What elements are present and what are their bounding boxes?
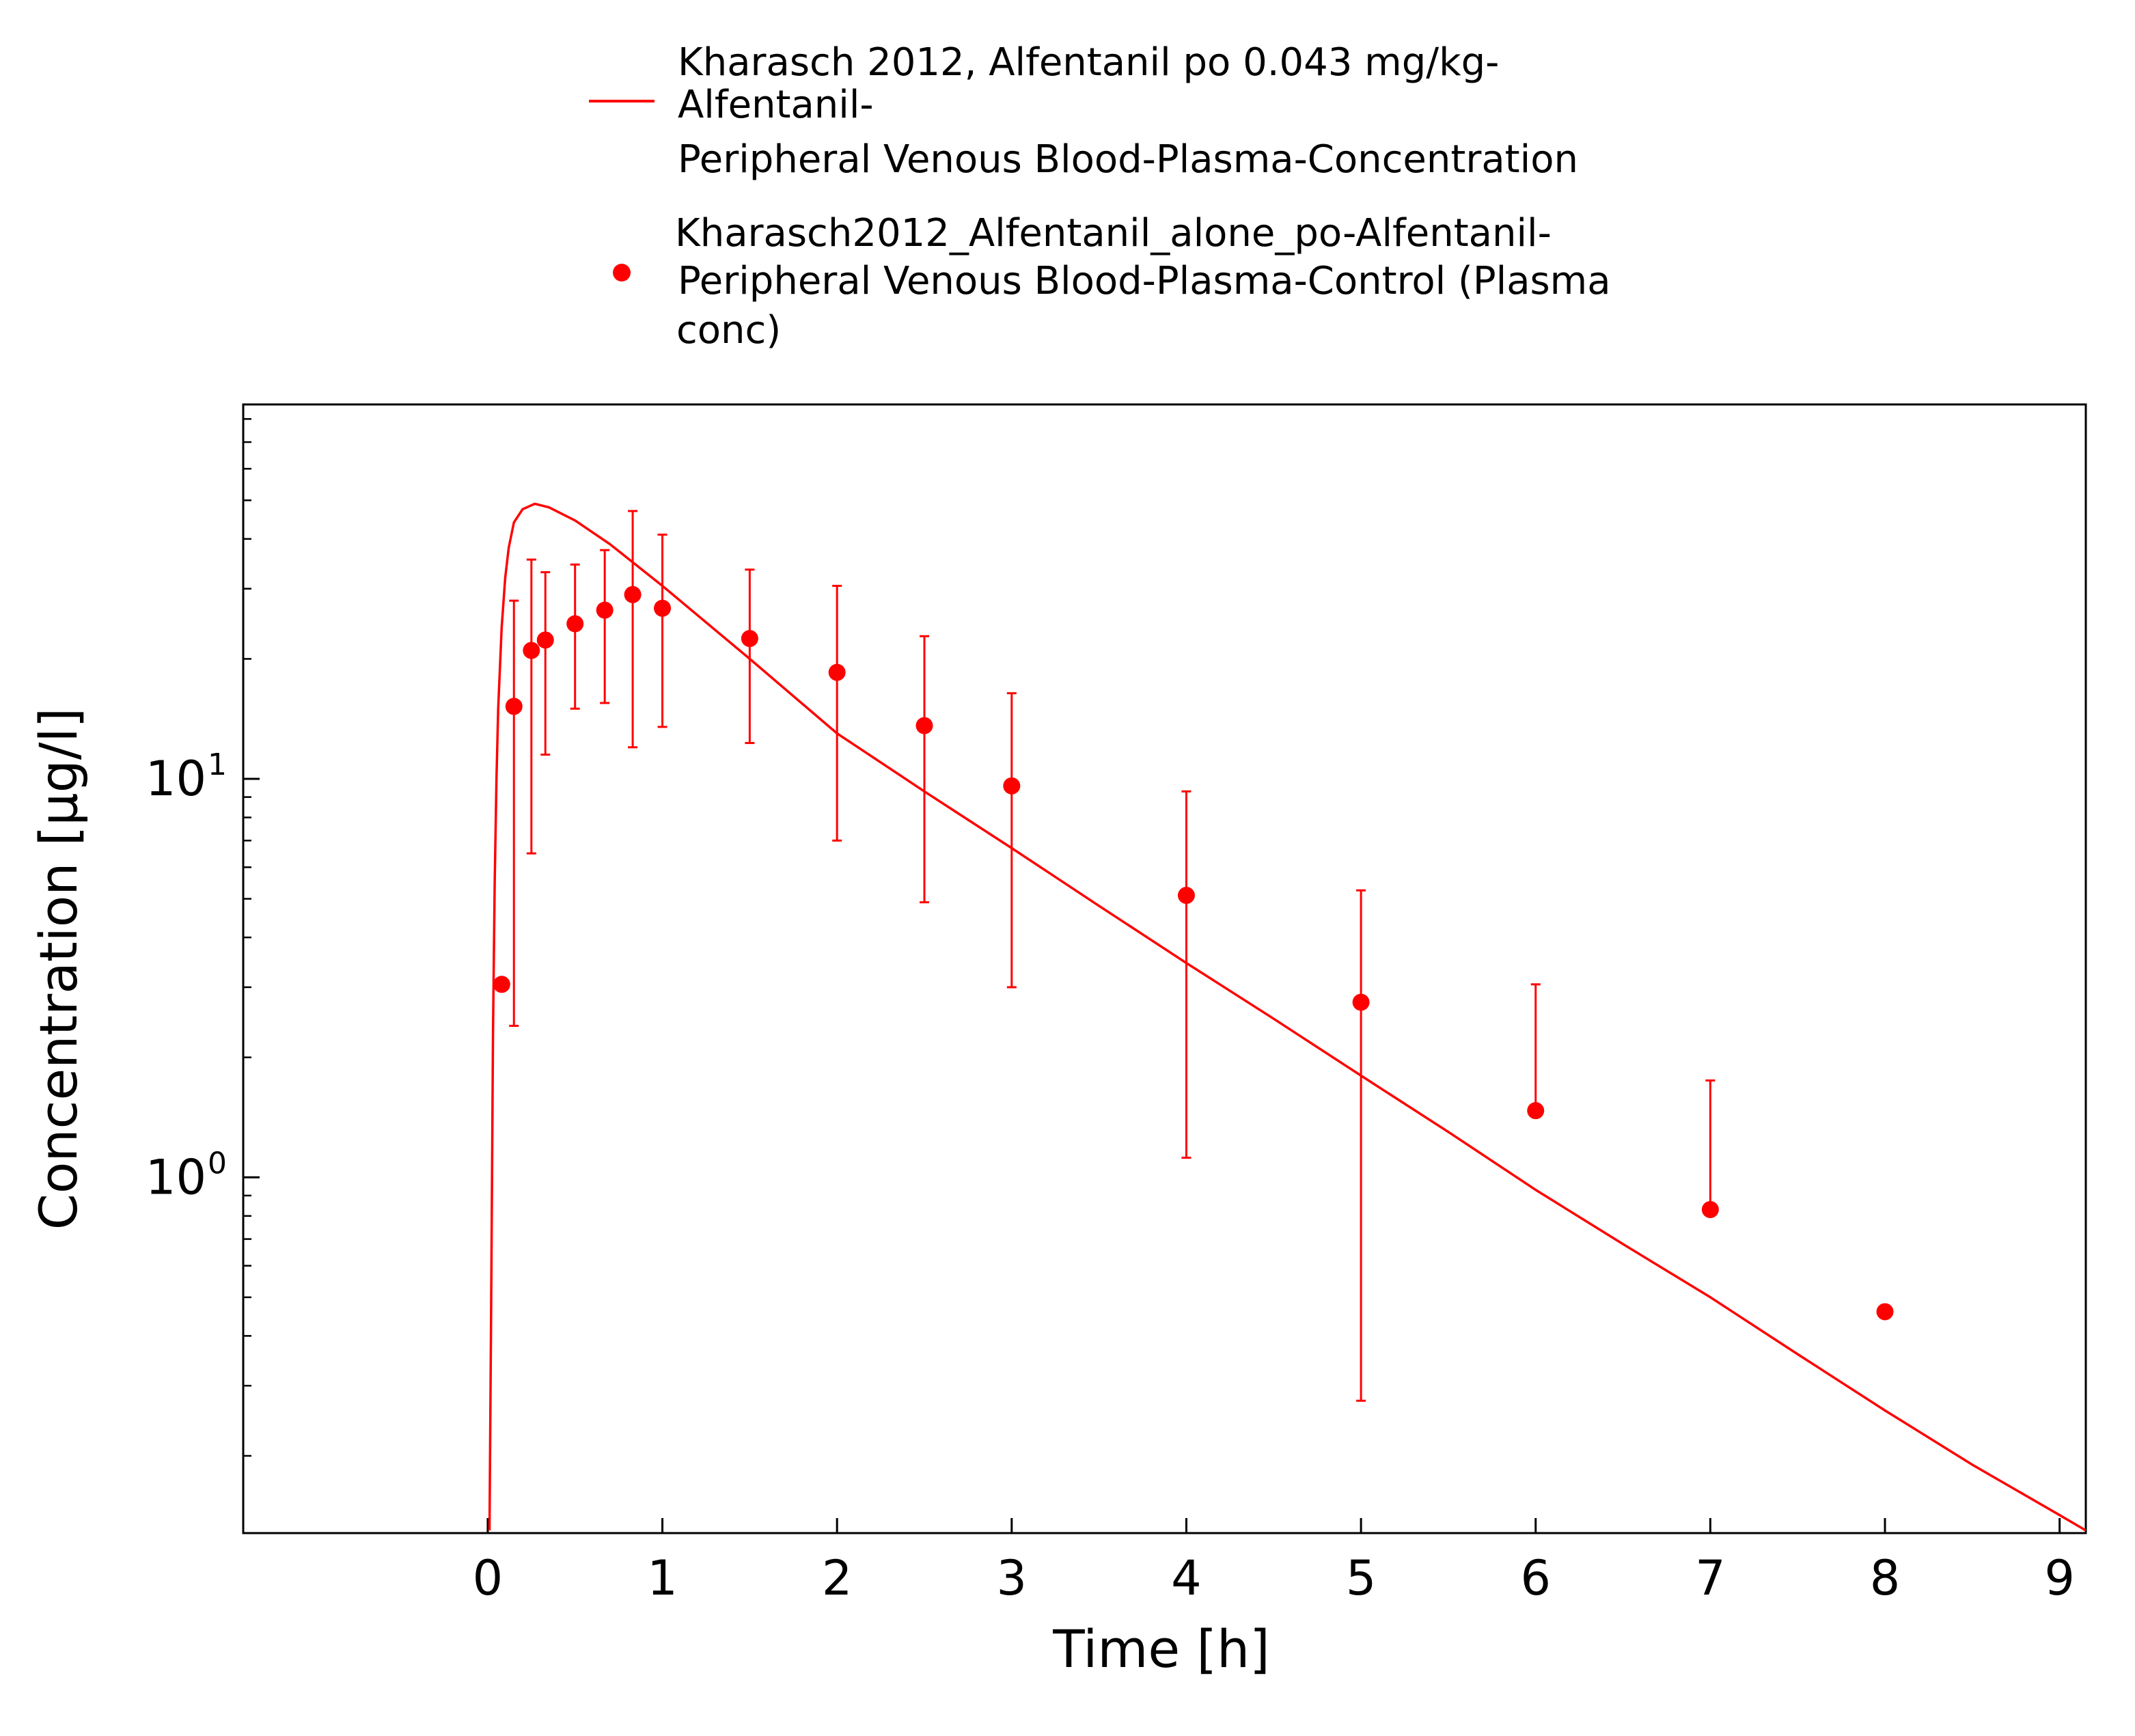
data-point-15 bbox=[1701, 1200, 1719, 1218]
x-tick-label-8: 8 bbox=[1870, 1550, 1901, 1606]
x-axis: 0 1 2 3 4 5 6 7 8 9 bbox=[473, 1518, 2075, 1606]
x-tick-label-0: 0 bbox=[473, 1550, 504, 1606]
data-point-11 bbox=[1003, 777, 1021, 795]
data-point-3 bbox=[536, 631, 554, 649]
legend-line-label-2: Alfentanil- bbox=[678, 83, 874, 127]
data-point-13 bbox=[1352, 993, 1370, 1011]
y-tick-label-1: 10 bbox=[146, 751, 206, 807]
x-tick-label-7: 7 bbox=[1695, 1550, 1726, 1606]
data-point-14 bbox=[1527, 1102, 1545, 1120]
legend-marker-label-3: conc) bbox=[676, 308, 781, 353]
legend-line-label-1: Kharasch 2012, Alfentanil po 0.043 mg/kg… bbox=[678, 40, 1499, 85]
y-tick-exponent-0: 0 bbox=[208, 1146, 227, 1181]
data-point-6 bbox=[624, 585, 642, 603]
data-point-1 bbox=[505, 698, 523, 715]
data-point-0 bbox=[493, 976, 510, 993]
x-axis-label: Time [h] bbox=[1052, 1618, 1270, 1679]
x-tick-label-2: 2 bbox=[822, 1550, 853, 1606]
legend: Kharasch 2012, Alfentanil po 0.043 mg/kg… bbox=[589, 40, 1611, 353]
x-tick-label-1: 1 bbox=[647, 1550, 678, 1606]
x-tick-label-4: 4 bbox=[1171, 1550, 1202, 1606]
y-axis-label: Concentration [µg/l] bbox=[28, 708, 89, 1230]
x-tick-label-6: 6 bbox=[1520, 1550, 1551, 1606]
plot-area-frame bbox=[242, 403, 2087, 1534]
legend-line-label-3: Peripheral Venous Blood-Plasma-Concentra… bbox=[678, 137, 1578, 182]
legend-marker-label-2: Peripheral Venous Blood-Plasma-Control (… bbox=[678, 259, 1611, 303]
legend-marker-swatch bbox=[613, 264, 631, 281]
data-point-7 bbox=[654, 599, 672, 617]
series-line-simulation bbox=[488, 502, 2086, 1532]
legend-marker-label-1: Kharasch2012_Alfentanil_alone_po-Alfenta… bbox=[675, 211, 1552, 256]
x-tick-label-5: 5 bbox=[1346, 1550, 1377, 1606]
data-point-9 bbox=[828, 663, 846, 681]
y-tick-exponent-1: 1 bbox=[208, 747, 227, 782]
data-point-16 bbox=[1876, 1303, 1894, 1321]
data-point-8 bbox=[741, 630, 758, 648]
data-point-4 bbox=[566, 615, 584, 633]
x-tick-label-3: 3 bbox=[997, 1550, 1028, 1606]
x-tick-label-9: 9 bbox=[2044, 1550, 2075, 1606]
data-point-12 bbox=[1177, 887, 1195, 905]
series-layer bbox=[488, 502, 2086, 1532]
data-point-2 bbox=[523, 642, 540, 659]
data-point-5 bbox=[596, 601, 614, 619]
data-point-10 bbox=[915, 717, 933, 734]
y-tick-label-0: 10 bbox=[146, 1149, 206, 1205]
